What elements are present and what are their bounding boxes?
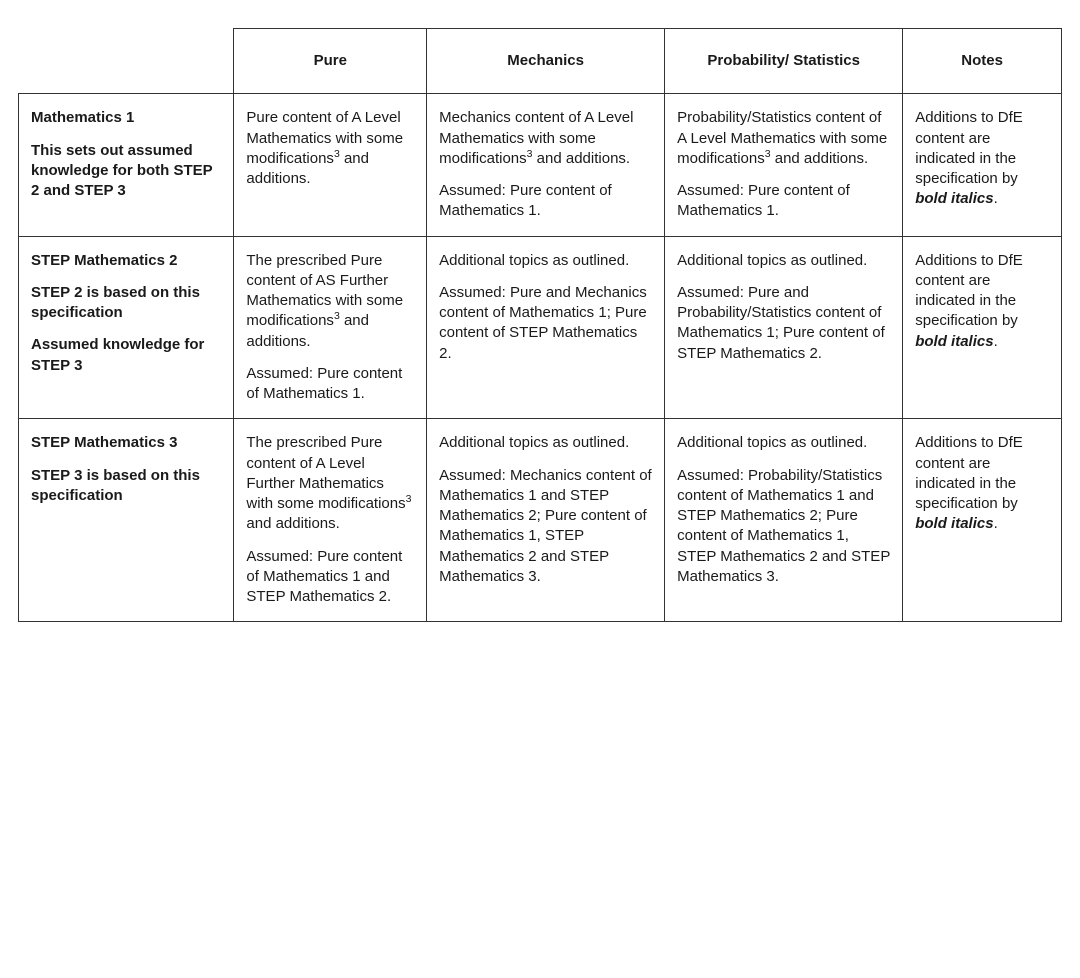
notes-suffix: . [994,333,998,350]
paragraph: Additional topics as outlined. [439,433,652,453]
cell-mechanics: Additional topics as outlined. Assumed: M… [427,419,665,622]
paragraph: Additional topics as outlined. [677,251,890,271]
cell-prob-stats: Probability/Statistics content of A Leve… [665,94,903,236]
cell-mechanics: Additional topics as outlined. Assumed: P… [427,236,665,419]
cell-prob-stats: Additional topics as outlined. Assumed: P… [665,419,903,622]
cell-notes: Additions to DfE content are indicated i… [903,94,1062,236]
row-label: STEP Mathematics 3 STEP 3 is based on thi… [19,419,234,622]
row-label: Mathematics 1 This sets out assumed knowl… [19,94,234,236]
cell-prob-stats: Additional topics as outlined. Assumed: P… [665,236,903,419]
paragraph: Additional topics as outlined. [439,251,652,271]
notes-emphasis: bold italics [915,190,993,207]
paragraph: Assumed: Pure content of Mathematics 1. [677,181,890,222]
paragraph: The prescribed Pure content of A Level F… [246,433,414,534]
cell-notes: Additions to DfE content are indicated i… [903,236,1062,419]
row-subtitle: Assumed knowledge for STEP 3 [31,335,221,376]
notes-text: Additions to DfE content are indicated i… [915,109,1023,187]
paragraph: Mechanics content of A Level Mathematics… [439,108,652,169]
table-row: STEP Mathematics 3 STEP 3 is based on thi… [19,419,1062,622]
header-notes: Notes [903,29,1062,94]
paragraph: Additional topics as outlined. [677,433,890,453]
paragraph: Assumed: Pure content of Mathematics 1. [246,364,414,405]
header-prob-stats: Probability/ Statistics [665,29,903,94]
header-pure: Pure [234,29,427,94]
paragraph: Assumed: Pure and Probability/Statistics… [677,283,890,364]
cell-pure: Pure content of A Level Mathematics with… [234,94,427,236]
table-row: STEP Mathematics 2 STEP 2 is based on thi… [19,236,1062,419]
paragraph: Assumed: Pure content of Mathematics 1. [439,181,652,222]
table-header-row: Pure Mechanics Probability/ Statistics N… [19,29,1062,94]
paragraph: Assumed: Pure and Mechanics content of M… [439,283,652,364]
paragraph: The prescribed Pure content of AS Furthe… [246,251,414,352]
notes-text: Additions to DfE content are indicated i… [915,252,1023,330]
paragraph: Assumed: Probability/Statistics content … [677,466,890,588]
notes-emphasis: bold italics [915,515,993,532]
paragraph: Pure content of A Level Mathematics with… [246,108,414,189]
cell-pure: The prescribed Pure content of A Level F… [234,419,427,622]
notes-text: Additions to DfE content are indicated i… [915,434,1023,512]
table-row: Mathematics 1 This sets out assumed knowl… [19,94,1062,236]
cell-notes: Additions to DfE content are indicated i… [903,419,1062,622]
paragraph: Probability/Statistics content of A Leve… [677,108,890,169]
row-title: STEP Mathematics 2 [31,251,221,271]
row-label: STEP Mathematics 2 STEP 2 is based on thi… [19,236,234,419]
header-empty [19,29,234,94]
cell-mechanics: Mechanics content of A Level Mathematics… [427,94,665,236]
paragraph: Assumed: Mechanics content of Mathematic… [439,466,652,588]
notes-emphasis: bold italics [915,333,993,350]
paragraph: Assumed: Pure content of Mathematics 1 a… [246,547,414,608]
row-title: STEP Mathematics 3 [31,433,221,453]
table-body: Mathematics 1 This sets out assumed knowl… [19,94,1062,622]
cell-pure: The prescribed Pure content of AS Furthe… [234,236,427,419]
step-spec-table: Pure Mechanics Probability/ Statistics N… [18,28,1062,622]
header-mechanics: Mechanics [427,29,665,94]
row-subtitle: This sets out assumed knowledge for both… [31,141,221,202]
row-subtitle: STEP 2 is based on this specification [31,283,221,324]
row-title: Mathematics 1 [31,108,221,128]
notes-suffix: . [994,190,998,207]
row-subtitle: STEP 3 is based on this specification [31,466,221,507]
notes-suffix: . [994,515,998,532]
